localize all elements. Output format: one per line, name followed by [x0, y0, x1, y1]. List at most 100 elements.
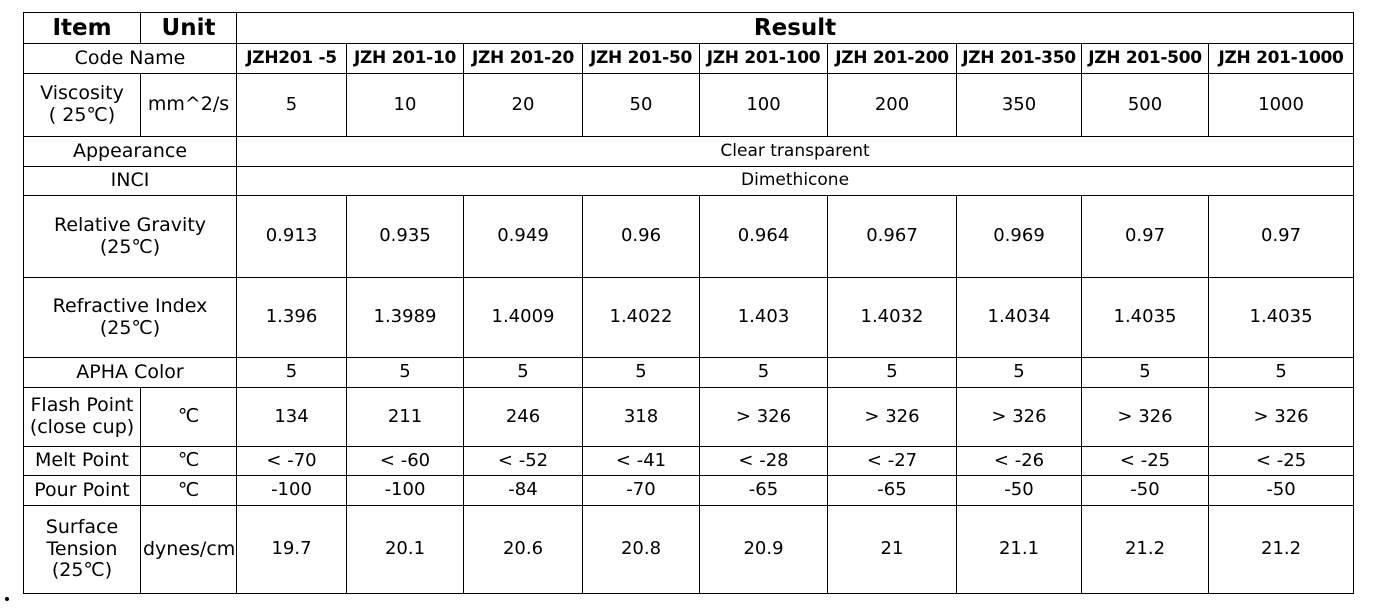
viscosity-value: 20 [463, 73, 583, 137]
flash-point-label-line2: (close cup) [29, 416, 135, 438]
unit-header: Unit [140, 12, 237, 44]
refractive-index-value: 1.396 [236, 277, 347, 358]
surface-tension-label: Surface Tension (25℃) [23, 505, 141, 594]
flash-point-value: 134 [236, 387, 347, 447]
viscosity-value: 100 [699, 73, 828, 137]
surface-tension-value: 21.2 [1081, 505, 1209, 594]
flash-point-label: Flash Point (close cup) [23, 387, 141, 447]
surface-tension-value: 20.1 [346, 505, 464, 594]
appearance-value: Clear transparent [235, 136, 1355, 167]
pour-point-value: -84 [463, 475, 583, 506]
flash-point-value: > 326 [956, 387, 1082, 447]
surface-tension-label-line1: Surface [45, 515, 119, 538]
surface-tension-row: Surface Tension (25℃) dynes/cm 19.7 20.1… [23, 505, 1355, 594]
pour-point-row: Pour Point ℃ -100 -100 -84 -70 -65 -65 -… [23, 475, 1355, 506]
surface-tension-value: 21.2 [1207, 505, 1355, 594]
surface-tension-label-line3: (25℃) [51, 559, 113, 582]
relative-gravity-value: 0.969 [956, 195, 1082, 278]
bullet-dot [5, 597, 9, 601]
viscosity-row: Viscosity ( 25℃) mm^2/s 5 10 20 50 100 2… [23, 73, 1355, 137]
relative-gravity-label-line1: Relative Gravity [53, 213, 207, 236]
viscosity-label: Viscosity ( 25℃) [23, 73, 141, 137]
melt-point-value: < -25 [1207, 446, 1355, 476]
refractive-index-label-line1: Refractive Index [52, 294, 208, 317]
viscosity-label-line1: Viscosity [40, 82, 124, 105]
relative-gravity-row: Relative Gravity (25℃) 0.913 0.935 0.949… [23, 195, 1355, 278]
pour-point-value: -100 [236, 475, 347, 506]
code-name-label: Code Name [23, 43, 237, 74]
viscosity-value: 50 [582, 73, 700, 137]
refractive-index-label: Refractive Index (25℃) [23, 277, 237, 358]
flash-point-value: > 326 [1081, 387, 1209, 447]
refractive-index-value: 1.3989 [346, 277, 464, 358]
flash-point-value: > 326 [1207, 387, 1355, 447]
apha-color-value: 5 [346, 357, 464, 388]
apha-color-value: 5 [956, 357, 1082, 388]
refractive-index-value: 1.4022 [582, 277, 700, 358]
melt-point-unit: ℃ [140, 446, 237, 476]
apha-color-row: APHA Color 5 5 5 5 5 5 5 5 5 [23, 357, 1355, 388]
melt-point-value: < -28 [699, 446, 828, 476]
pour-point-value: -65 [699, 475, 828, 506]
relative-gravity-value: 0.97 [1207, 195, 1355, 278]
code-name-cell: JZH 201-50 [582, 43, 700, 74]
relative-gravity-label: Relative Gravity (25℃) [23, 195, 237, 278]
code-name-cell: JZH 201-350 [956, 43, 1082, 74]
pour-point-value: -50 [956, 475, 1082, 506]
result-header: Result [235, 12, 1355, 44]
code-name-cell: JZH 201-200 [827, 43, 957, 74]
apha-color-value: 5 [463, 357, 583, 388]
viscosity-value: 350 [956, 73, 1082, 137]
pour-point-value: -50 [1207, 475, 1355, 506]
appearance-label: Appearance [23, 136, 237, 167]
surface-tension-value: 19.7 [236, 505, 347, 594]
item-header: Item [23, 12, 141, 44]
code-name-cell: JZH201 -5 [236, 43, 347, 74]
flash-point-label-line1: Flash Point [30, 394, 134, 417]
refractive-index-row: Refractive Index (25℃) 1.396 1.3989 1.40… [23, 277, 1355, 358]
melt-point-value: < -25 [1081, 446, 1209, 476]
apha-color-value: 5 [236, 357, 347, 388]
pour-point-label: Pour Point [23, 475, 141, 506]
viscosity-label-line2: ( 25℃) [48, 104, 116, 126]
apha-color-value: 5 [1081, 357, 1209, 388]
code-name-cell: JZH 201-500 [1081, 43, 1209, 74]
apha-color-label: APHA Color [23, 357, 237, 388]
relative-gravity-value: 0.935 [346, 195, 464, 278]
flash-point-value: 246 [463, 387, 583, 447]
surface-tension-value: 20.8 [582, 505, 700, 594]
code-name-cell: JZH 201-20 [463, 43, 583, 74]
melt-point-value: < -26 [956, 446, 1082, 476]
inci-label: INCI [23, 166, 237, 196]
pour-point-value: -50 [1081, 475, 1209, 506]
relative-gravity-label-line2: (25℃) [99, 235, 161, 258]
refractive-index-value: 1.4032 [827, 277, 957, 358]
melt-point-value: < -52 [463, 446, 583, 476]
relative-gravity-value: 0.967 [827, 195, 957, 278]
apha-color-value: 5 [827, 357, 957, 388]
code-name-cell: JZH 201-10 [346, 43, 464, 74]
code-name-cell: JZH 201-100 [699, 43, 828, 74]
code-name-row: Code Name JZH201 -5 JZH 201-10 JZH 201-2… [23, 43, 1355, 74]
surface-tension-value: 21 [827, 505, 957, 594]
apha-color-value: 5 [1207, 357, 1355, 388]
melt-point-row: Melt Point ℃ < -70 < -60 < -52 < -41 < -… [23, 446, 1355, 476]
flash-point-row: Flash Point (close cup) ℃ 134 211 246 31… [23, 387, 1355, 447]
refractive-index-value: 1.4035 [1207, 277, 1355, 358]
flash-point-value: 318 [582, 387, 700, 447]
header-row: Item Unit Result [23, 12, 1355, 44]
pour-point-value: -100 [346, 475, 464, 506]
inci-row: INCI Dimethicone [23, 166, 1355, 196]
flash-point-value: 211 [346, 387, 464, 447]
spec-table: Item Unit Result Code Name JZH201 -5 JZH… [23, 12, 1355, 594]
refractive-index-value: 1.403 [699, 277, 828, 358]
surface-tension-label-line2: Tension [46, 537, 118, 560]
refractive-index-value: 1.4034 [956, 277, 1082, 358]
code-name-cell: JZH 201-1000 [1207, 43, 1355, 74]
appearance-row: Appearance Clear transparent [23, 136, 1355, 167]
refractive-index-label-line2: (25℃) [99, 316, 161, 339]
viscosity-unit: mm^2/s [140, 73, 237, 137]
melt-point-value: < -70 [236, 446, 347, 476]
viscosity-value: 200 [827, 73, 957, 137]
pour-point-value: -70 [582, 475, 700, 506]
